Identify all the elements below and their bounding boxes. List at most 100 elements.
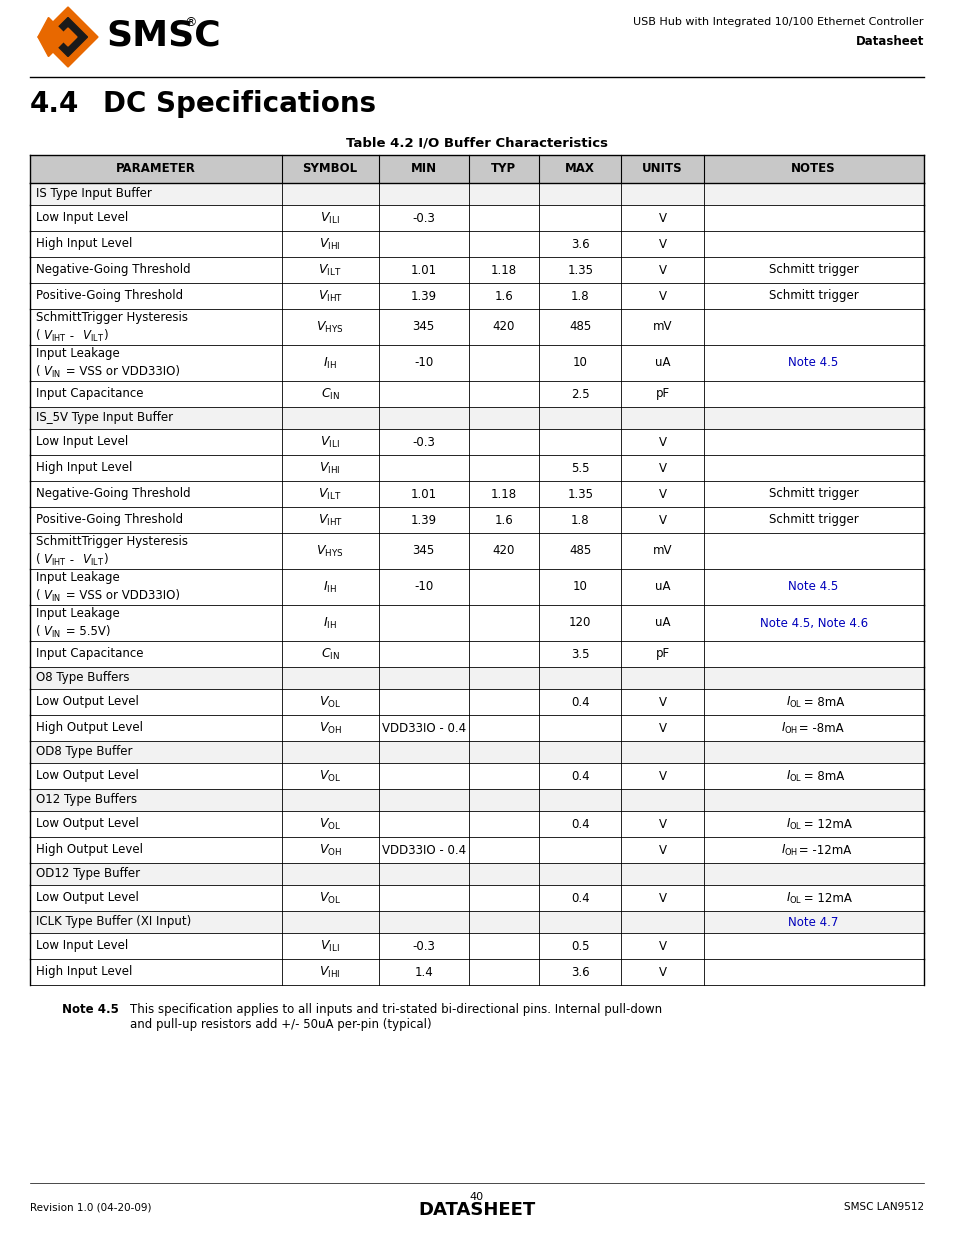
Text: (: ( (36, 625, 41, 638)
Text: 1.18: 1.18 (490, 263, 517, 277)
Text: = 12mA: = 12mA (800, 892, 851, 904)
Text: Low Output Level: Low Output Level (36, 818, 139, 830)
Text: 1.01: 1.01 (410, 263, 436, 277)
Text: (: ( (36, 589, 41, 603)
Text: DC Specifications: DC Specifications (103, 90, 375, 119)
Text: $V_{\mathregular{IHT}}$: $V_{\mathregular{IHT}}$ (317, 513, 342, 527)
Text: O12 Type Buffers: O12 Type Buffers (36, 794, 137, 806)
Text: 1.39: 1.39 (410, 514, 436, 526)
Text: Note 4.5: Note 4.5 (787, 580, 838, 594)
Text: 1.8: 1.8 (570, 289, 589, 303)
Text: V: V (658, 263, 666, 277)
Text: 2.5: 2.5 (570, 388, 589, 400)
Text: V: V (658, 488, 666, 500)
Bar (30, 863, 923, 885)
Bar (30, 960, 923, 986)
Text: PARAMETER: PARAMETER (115, 163, 195, 175)
Bar (30, 156, 923, 183)
Text: VDD33IO - 0.4: VDD33IO - 0.4 (381, 844, 465, 857)
Text: OD8 Type Buffer: OD8 Type Buffer (36, 746, 132, 758)
Text: $V_{\mathregular{IHI}}$: $V_{\mathregular{IHI}}$ (319, 236, 340, 252)
Text: uA: uA (654, 616, 670, 630)
Text: = -12mA: = -12mA (794, 844, 850, 857)
Text: High Input Level: High Input Level (36, 462, 132, 474)
Text: 1.18: 1.18 (490, 488, 517, 500)
Bar (30, 231, 923, 257)
Bar (30, 641, 923, 667)
Bar (30, 309, 923, 345)
Text: $V_{\mathregular{HYS}}$: $V_{\mathregular{HYS}}$ (316, 543, 344, 558)
Text: -: - (66, 330, 78, 342)
Text: 3.6: 3.6 (570, 237, 589, 251)
Text: (: ( (36, 366, 41, 378)
Text: Revision 1.0 (04-20-09): Revision 1.0 (04-20-09) (30, 1202, 152, 1212)
Text: $I_{\mathregular{OL}}$: $I_{\mathregular{OL}}$ (785, 768, 801, 783)
Text: V: V (658, 818, 666, 830)
Text: Note 4.5: Note 4.5 (787, 357, 838, 369)
Text: $V_{\mathregular{ILI}}$: $V_{\mathregular{ILI}}$ (320, 939, 339, 953)
Text: 40: 40 (470, 1192, 483, 1202)
Text: Input Leakage: Input Leakage (36, 572, 120, 584)
Text: $V_{\mathregular{OL}}$: $V_{\mathregular{OL}}$ (318, 694, 341, 710)
Text: = VSS or VDD33IO): = VSS or VDD33IO) (62, 366, 180, 378)
Text: DATASHEET: DATASHEET (418, 1200, 535, 1219)
Text: 0.4: 0.4 (570, 818, 589, 830)
Text: High Output Level: High Output Level (36, 844, 143, 857)
Text: $C_{\mathregular{IN}}$: $C_{\mathregular{IN}}$ (320, 646, 339, 662)
Text: Schmitt trigger: Schmitt trigger (768, 289, 858, 303)
Text: 420: 420 (492, 545, 515, 557)
Text: 485: 485 (569, 545, 591, 557)
Text: $I_{\mathregular{OH}}$: $I_{\mathregular{OH}}$ (781, 842, 798, 857)
Bar (30, 382, 923, 408)
Bar (30, 763, 923, 789)
Text: = 12mA: = 12mA (800, 818, 851, 830)
Text: Low Input Level: Low Input Level (36, 436, 128, 448)
Text: ): ) (103, 330, 108, 342)
Bar (30, 408, 923, 429)
Text: $V_{\mathregular{OH}}$: $V_{\mathregular{OH}}$ (318, 720, 341, 736)
Text: ): ) (103, 553, 108, 567)
Bar (30, 932, 923, 960)
Text: 1.35: 1.35 (567, 263, 593, 277)
Text: -0.3: -0.3 (412, 940, 435, 952)
Text: IS Type Input Buffer: IS Type Input Buffer (36, 188, 152, 200)
Text: V: V (658, 436, 666, 448)
Text: $V_{\mathregular{ILT}}$: $V_{\mathregular{ILT}}$ (82, 552, 104, 568)
Text: V: V (658, 211, 666, 225)
Bar (30, 741, 923, 763)
Text: VDD33IO - 0.4: VDD33IO - 0.4 (381, 721, 465, 735)
Text: -10: -10 (414, 580, 433, 594)
Text: NOTES: NOTES (790, 163, 835, 175)
Text: 1.4: 1.4 (414, 966, 433, 978)
Text: $V_{\mathregular{OL}}$: $V_{\mathregular{OL}}$ (318, 768, 341, 783)
Text: 1.6: 1.6 (494, 289, 513, 303)
Text: V: V (658, 940, 666, 952)
Text: = 8mA: = 8mA (800, 769, 843, 783)
Text: $V_{\mathregular{ILT}}$: $V_{\mathregular{ILT}}$ (318, 487, 341, 501)
Text: $V_{\mathregular{OH}}$: $V_{\mathregular{OH}}$ (318, 842, 341, 857)
Text: 0.4: 0.4 (570, 892, 589, 904)
Text: Negative-Going Threshold: Negative-Going Threshold (36, 488, 191, 500)
Text: SYMBOL: SYMBOL (302, 163, 357, 175)
Text: IS_5V Type Input Buffer: IS_5V Type Input Buffer (36, 411, 172, 425)
Text: 1.6: 1.6 (494, 514, 513, 526)
Text: 0.5: 0.5 (571, 940, 589, 952)
Text: $I_{\mathregular{OH}}$: $I_{\mathregular{OH}}$ (781, 720, 798, 736)
Text: uA: uA (654, 580, 670, 594)
Text: V: V (658, 844, 666, 857)
Text: $V_{\mathregular{IN}}$: $V_{\mathregular{IN}}$ (43, 588, 61, 604)
Bar (30, 689, 923, 715)
Bar (30, 911, 923, 932)
Text: V: V (658, 695, 666, 709)
Text: $I_{\mathregular{IH}}$: $I_{\mathregular{IH}}$ (323, 356, 336, 370)
Text: V: V (658, 892, 666, 904)
Text: SchmittTrigger Hysteresis: SchmittTrigger Hysteresis (36, 311, 188, 325)
Text: $V_{\mathregular{ILT}}$: $V_{\mathregular{ILT}}$ (318, 263, 341, 278)
Text: $V_{\mathregular{ILT}}$: $V_{\mathregular{ILT}}$ (82, 329, 104, 343)
Text: 1.01: 1.01 (410, 488, 436, 500)
Text: pF: pF (655, 647, 669, 661)
Bar (30, 534, 923, 569)
Bar (30, 429, 923, 454)
Text: Note 4.7: Note 4.7 (787, 915, 838, 929)
Text: 420: 420 (492, 321, 515, 333)
